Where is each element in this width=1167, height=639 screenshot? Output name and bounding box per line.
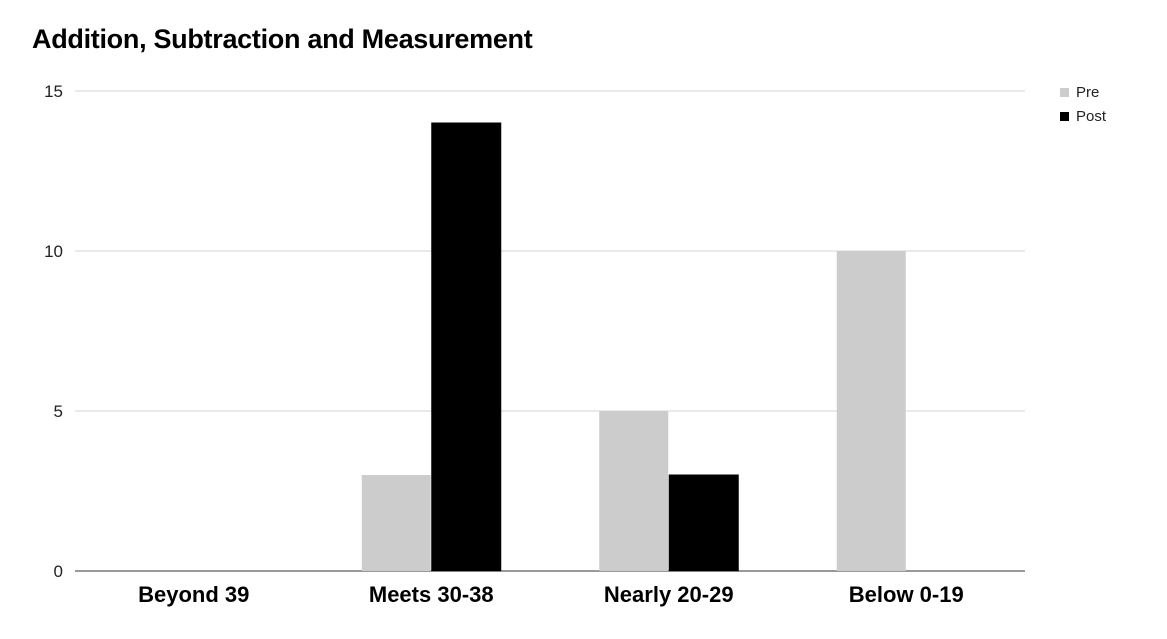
y-tick-label-0: 0 <box>54 562 63 581</box>
y-tick-label-5: 5 <box>54 402 63 421</box>
legend-label-pre: Pre <box>1076 83 1100 101</box>
x-tick-label-2: Nearly 20-29 <box>604 582 734 607</box>
x-tick-label-1: Meets 30-38 <box>369 582 494 607</box>
y-tick-label-10: 10 <box>44 242 63 261</box>
bar-post-2 <box>668 474 739 572</box>
x-tick-label-0: Beyond 39 <box>138 582 249 607</box>
legend-label-post: Post <box>1076 107 1107 125</box>
legend-swatch-pre <box>1060 87 1069 97</box>
legend-item-pre: Pre <box>1060 80 1106 104</box>
legend-item-post: Post <box>1060 104 1106 128</box>
bar-post-1 <box>431 122 502 572</box>
legend: Pre Post <box>1060 80 1106 128</box>
bar-pre-3 <box>836 251 906 571</box>
chart-title: Addition, Subtraction and Measurement <box>32 24 533 54</box>
x-tick-label-3: Below 0-19 <box>849 582 964 607</box>
y-tick-label-15: 15 <box>44 82 63 101</box>
bar-pre-2 <box>599 411 669 571</box>
legend-swatch-post <box>1060 111 1069 121</box>
bar-pre-1 <box>361 475 431 571</box>
